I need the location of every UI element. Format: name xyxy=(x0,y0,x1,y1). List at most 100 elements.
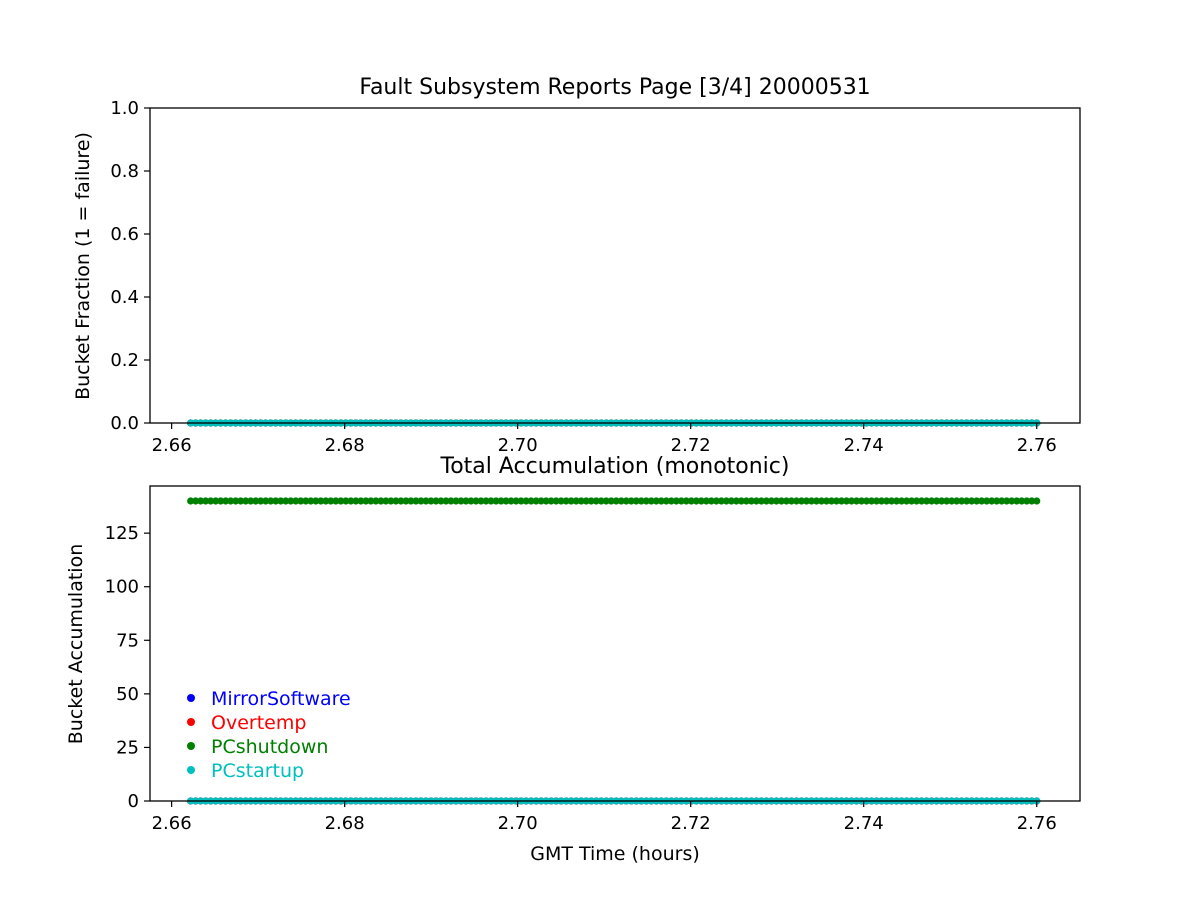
data-point xyxy=(512,497,520,505)
data-point xyxy=(682,497,690,505)
data-point xyxy=(792,497,801,505)
data-point xyxy=(312,497,320,505)
data-point xyxy=(948,497,956,505)
data-point xyxy=(817,497,826,505)
accumulation-chart: Total Accumulation (monotonic) Bucket Ac… xyxy=(65,454,1081,865)
data-point xyxy=(597,497,605,505)
y-tick-label: 0 xyxy=(128,791,139,812)
fraction-chart: Fault Subsystem Reports Page [3/4] 20000… xyxy=(72,75,1081,456)
data-point xyxy=(322,497,330,505)
data-point xyxy=(897,497,906,505)
data-point xyxy=(562,497,570,505)
data-point xyxy=(557,497,565,505)
data-point xyxy=(342,497,350,505)
data-point xyxy=(762,497,770,505)
legend-marker xyxy=(187,694,195,702)
data-point xyxy=(482,497,490,505)
data-point xyxy=(237,497,245,505)
data-point xyxy=(537,497,545,505)
data-point xyxy=(637,497,645,505)
data-point xyxy=(462,497,470,505)
data-point xyxy=(442,497,450,505)
data-point xyxy=(697,497,705,505)
data-point xyxy=(1003,497,1011,505)
data-point xyxy=(717,497,725,505)
x-tick-label: 2.72 xyxy=(671,813,711,834)
x-tick-label: 2.66 xyxy=(152,435,192,456)
data-point xyxy=(472,497,480,505)
data-point xyxy=(427,497,435,505)
data-point xyxy=(772,497,781,505)
data-point xyxy=(712,497,720,505)
data-point xyxy=(437,497,445,505)
data-point xyxy=(487,497,495,505)
x-tick-label: 2.70 xyxy=(498,813,538,834)
data-point xyxy=(802,497,811,505)
data-point xyxy=(267,497,275,505)
data-point xyxy=(617,497,625,505)
data-point xyxy=(577,497,585,505)
data-point xyxy=(933,497,941,505)
data-point xyxy=(832,497,841,505)
y-tick-label: 0.6 xyxy=(110,224,139,245)
data-point xyxy=(767,497,776,505)
data-point xyxy=(492,497,500,505)
data-point xyxy=(988,497,996,505)
data-point xyxy=(652,497,660,505)
data-point xyxy=(532,497,540,505)
data-point xyxy=(692,497,700,505)
legend-entry: Overtemp xyxy=(211,712,306,734)
data-point xyxy=(402,497,410,505)
data-point xyxy=(727,497,735,505)
data-point xyxy=(297,497,305,505)
data-point xyxy=(968,497,976,505)
data-point xyxy=(822,497,831,505)
data-point xyxy=(212,497,220,505)
data-point xyxy=(507,497,515,505)
data-point xyxy=(572,497,580,505)
x-tick-label: 2.76 xyxy=(1017,813,1057,834)
data-point xyxy=(1008,497,1016,505)
data-point xyxy=(337,497,345,505)
data-point xyxy=(372,497,380,505)
data-point xyxy=(787,497,796,505)
data-point xyxy=(993,497,1001,505)
data-point xyxy=(757,497,765,505)
y-axis-label: Bucket Accumulation xyxy=(65,544,87,745)
data-point xyxy=(742,497,750,505)
data-point xyxy=(227,497,235,505)
data-point xyxy=(782,497,791,505)
legend-entry: PCshutdown xyxy=(211,736,328,758)
data-point xyxy=(377,497,385,505)
x-axis-label: GMT Time (hours) xyxy=(530,843,700,865)
x-tick-label: 2.68 xyxy=(325,813,365,834)
chart-title: Total Accumulation (monotonic) xyxy=(440,454,790,479)
data-point xyxy=(327,497,335,505)
data-point xyxy=(252,497,260,505)
data-point xyxy=(837,497,846,505)
data-point xyxy=(672,497,680,505)
data-point xyxy=(272,497,280,505)
data-point xyxy=(842,497,851,505)
data-point xyxy=(452,497,460,505)
data-point xyxy=(1028,497,1036,505)
data-point xyxy=(317,497,325,505)
data-point xyxy=(367,497,375,505)
data-point xyxy=(202,497,210,505)
y-tick-label: 125 xyxy=(105,523,139,544)
legend-entry: MirrorSoftware xyxy=(211,688,351,710)
x-tick-label: 2.76 xyxy=(1017,435,1057,456)
y-tick-label: 25 xyxy=(116,737,139,758)
data-point xyxy=(222,497,230,505)
data-point xyxy=(357,497,365,505)
data-point xyxy=(667,497,675,505)
data-point xyxy=(978,497,986,505)
data-point xyxy=(687,497,695,505)
y-tick-label: 1.0 xyxy=(110,98,139,119)
data-point xyxy=(812,497,821,505)
legend-entry: PCstartup xyxy=(211,760,304,782)
data-point xyxy=(232,497,240,505)
axis-ticks: 2.66 2.68 2.70 2.72 2.74 2.76 0 25 50 75 100 125 xyxy=(105,523,1057,834)
data-point xyxy=(242,497,250,505)
data-point xyxy=(397,497,405,505)
